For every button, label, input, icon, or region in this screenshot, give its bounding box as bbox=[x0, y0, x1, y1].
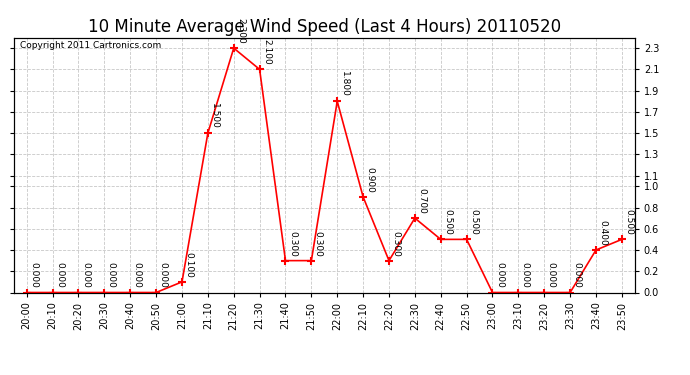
Text: 0.000: 0.000 bbox=[29, 262, 38, 288]
Text: 0.000: 0.000 bbox=[573, 262, 582, 288]
Text: 0.500: 0.500 bbox=[624, 209, 633, 235]
Text: 0.900: 0.900 bbox=[366, 167, 375, 193]
Text: 0.000: 0.000 bbox=[495, 262, 504, 288]
Text: 2.100: 2.100 bbox=[262, 39, 271, 65]
Title: 10 Minute Average Wind Speed (Last 4 Hours) 20110520: 10 Minute Average Wind Speed (Last 4 Hou… bbox=[88, 18, 561, 36]
Text: 0.000: 0.000 bbox=[107, 262, 116, 288]
Text: 0.000: 0.000 bbox=[546, 262, 555, 288]
Text: 0.000: 0.000 bbox=[55, 262, 64, 288]
Text: 0.000: 0.000 bbox=[159, 262, 168, 288]
Text: 0.000: 0.000 bbox=[81, 262, 90, 288]
Text: 2.300: 2.300 bbox=[236, 18, 245, 44]
Text: 1.500: 1.500 bbox=[210, 103, 219, 129]
Text: 0.300: 0.300 bbox=[314, 231, 323, 256]
Text: 0.700: 0.700 bbox=[417, 188, 426, 214]
Text: 1.800: 1.800 bbox=[339, 71, 348, 97]
Text: 0.000: 0.000 bbox=[132, 262, 141, 288]
Text: 0.000: 0.000 bbox=[521, 262, 530, 288]
Text: 0.300: 0.300 bbox=[391, 231, 400, 256]
Text: 0.300: 0.300 bbox=[288, 231, 297, 256]
Text: 0.500: 0.500 bbox=[443, 209, 452, 235]
Text: Copyright 2011 Cartronics.com: Copyright 2011 Cartronics.com bbox=[20, 41, 161, 50]
Text: 0.400: 0.400 bbox=[598, 220, 607, 246]
Text: 0.100: 0.100 bbox=[184, 252, 193, 278]
Text: 0.500: 0.500 bbox=[469, 209, 478, 235]
